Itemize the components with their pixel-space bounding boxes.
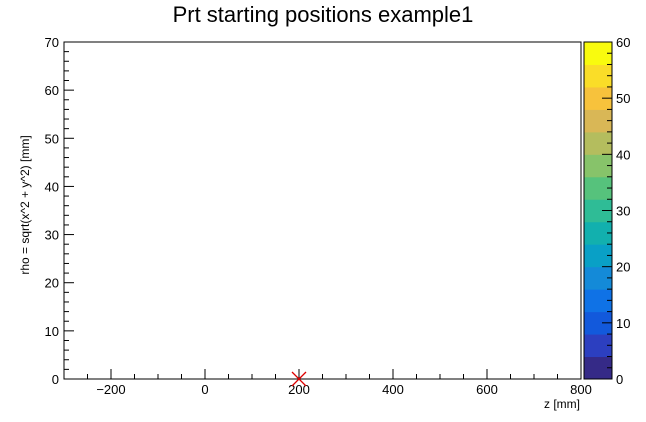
colorbar-tick-label: 10 bbox=[616, 316, 630, 331]
y-tick-label: 10 bbox=[45, 324, 59, 339]
colorbar-segment bbox=[584, 199, 612, 223]
y-axis-label: rho = sqrt(x^2 + y^2) [mm] bbox=[18, 135, 32, 274]
colorbar-segment bbox=[584, 311, 612, 335]
colorbar-segment bbox=[584, 109, 612, 133]
y-tick-label: 0 bbox=[52, 372, 59, 387]
colorbar-tick-label: 60 bbox=[616, 35, 630, 50]
colorbar-segment bbox=[584, 131, 612, 155]
data-point-stroke bbox=[291, 371, 307, 387]
colorbar-segment bbox=[584, 266, 612, 290]
colorbar-segment bbox=[584, 176, 612, 200]
colorbar-segment bbox=[584, 244, 612, 268]
colorbar-tick-label: 40 bbox=[616, 147, 630, 162]
colorbar-segment bbox=[584, 289, 612, 313]
colorbar-segment bbox=[584, 86, 612, 110]
colorbar-tick-label: 30 bbox=[616, 204, 630, 219]
colorbar-segment bbox=[584, 42, 612, 65]
y-tick-label: 20 bbox=[45, 276, 59, 291]
x-axis-label: z [mm] bbox=[544, 397, 580, 411]
x-tick-label: 200 bbox=[288, 382, 310, 397]
colorbar-segment bbox=[584, 356, 612, 380]
plot-frame bbox=[63, 41, 582, 380]
y-tick-label: 40 bbox=[45, 179, 59, 194]
chart-title: Prt starting positions example1 bbox=[173, 2, 474, 27]
colorbar-tick-label: 20 bbox=[616, 260, 630, 275]
colorbar-tick-label: 50 bbox=[616, 91, 630, 106]
data-point bbox=[291, 371, 307, 387]
x-tick-label: 400 bbox=[382, 382, 404, 397]
x-tick-label: −200 bbox=[96, 382, 125, 397]
plot-area: −200 0 200 400 600 800 0 10 20 30 40 50 60 70 bbox=[45, 35, 592, 397]
y-tick-label: 50 bbox=[45, 131, 59, 146]
colorbar: 0 10 20 30 40 50 60 bbox=[583, 35, 630, 387]
colorbar-segment bbox=[584, 334, 612, 358]
y-tick-label: 70 bbox=[45, 35, 59, 50]
colorbar-segment bbox=[584, 154, 612, 178]
y-tick-label: 30 bbox=[45, 228, 59, 243]
colorbar-segment bbox=[584, 64, 612, 88]
x-tick-label: 800 bbox=[570, 382, 592, 397]
y-tick-label: 60 bbox=[45, 83, 59, 98]
colorbar-segment bbox=[584, 221, 612, 245]
x-tick-label: 600 bbox=[476, 382, 498, 397]
colorbar-tick-label: 0 bbox=[616, 372, 623, 387]
x-tick-label: 0 bbox=[201, 382, 208, 397]
